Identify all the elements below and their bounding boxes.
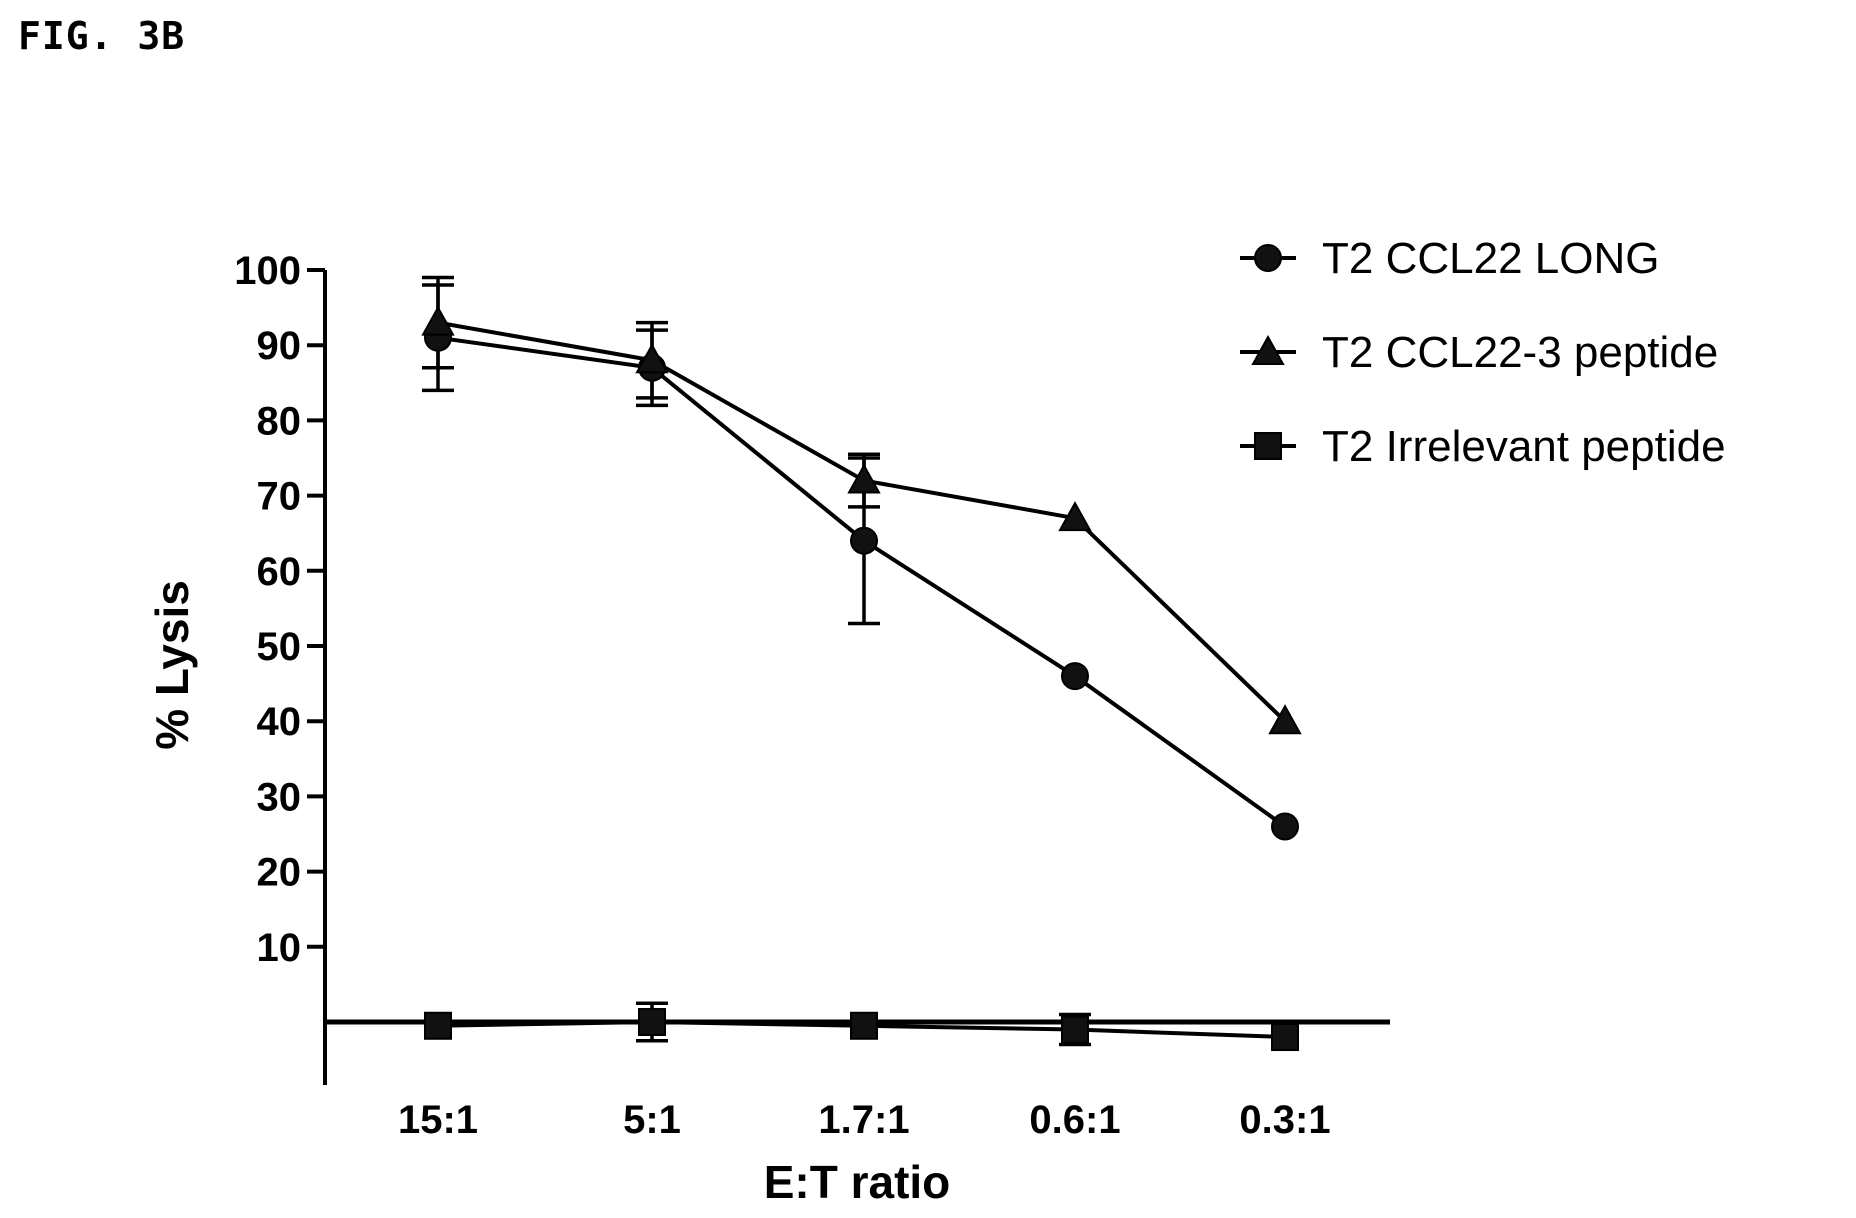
y-tick-label: 10 [257, 926, 302, 970]
series-line-2 [437, 320, 1287, 723]
chart-axes: 10 20 30 40 50 60 70 80 90 100 15:1 5:1 1.7:1 0.6:1 0.… [146, 249, 1390, 1208]
data-point-square [1061, 1015, 1089, 1044]
legend-marker-triangle [1251, 334, 1285, 365]
series-line-1 [437, 335, 1287, 829]
data-point-circle [850, 526, 878, 555]
y-tick-label: 40 [257, 700, 302, 744]
data-point-circle [1061, 662, 1089, 691]
series-lines [437, 320, 1287, 1040]
legend-label: T2 CCL22-3 peptide [1322, 328, 1718, 377]
data-point-triangle [635, 343, 669, 374]
legend-marker-square [1254, 432, 1282, 460]
x-tick-label: 1.7:1 [818, 1098, 909, 1142]
y-tick-label: 100 [234, 249, 301, 293]
data-point-square [424, 1011, 452, 1040]
y-tick-label: 70 [257, 475, 302, 519]
legend-label: T2 CCL22 LONG [1322, 234, 1659, 283]
y-tick-label: 20 [257, 851, 302, 895]
series-markers [421, 305, 1302, 1052]
y-tick-label: 50 [257, 625, 302, 669]
x-axis-title: E:T ratio [764, 1156, 951, 1208]
data-point-square [638, 1008, 666, 1036]
legend-label: T2 Irrelevant peptide [1322, 422, 1726, 471]
y-axis-title: % Lysis [146, 580, 198, 750]
y-tick-label: 60 [257, 550, 302, 594]
y-tick-label: 30 [257, 775, 302, 819]
legend: T2 CCL22 LONG T2 CCL22-3 peptide T2 Irrele… [1240, 234, 1726, 471]
x-tick-label: 5:1 [623, 1098, 681, 1142]
data-point-triangle [1058, 501, 1092, 532]
y-tick-label: 90 [257, 324, 302, 368]
data-point-square [1271, 1023, 1299, 1052]
x-tick-label: 0.6:1 [1029, 1098, 1120, 1142]
data-point-triangle [847, 463, 881, 494]
figure-label: FIG. 3B [18, 14, 186, 58]
data-point-triangle [421, 305, 455, 336]
data-point-square [850, 1011, 878, 1040]
error-bars [422, 275, 1091, 1047]
x-tick-label: 0.3:1 [1239, 1098, 1330, 1142]
data-point-circle [1271, 812, 1299, 841]
x-tick-label: 15:1 [398, 1098, 478, 1142]
data-point-triangle [1268, 704, 1302, 735]
legend-marker-circle [1254, 244, 1282, 272]
y-tick-label: 80 [257, 399, 302, 443]
